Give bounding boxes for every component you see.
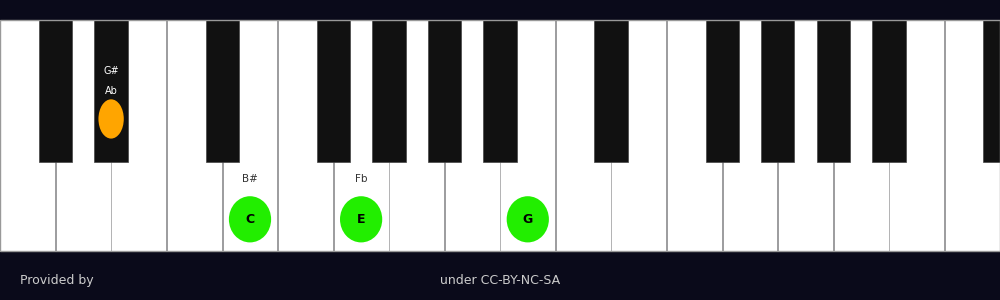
Bar bbox=[0, 261, 1000, 300]
Text: Ab: Ab bbox=[105, 85, 118, 95]
Bar bbox=[611, 20, 666, 250]
Bar bbox=[889, 20, 944, 250]
Bar bbox=[223, 20, 277, 250]
Bar bbox=[0, 20, 55, 250]
Bar bbox=[0, 20, 1000, 250]
Bar bbox=[761, 20, 794, 162]
Bar bbox=[500, 20, 555, 250]
Text: G#: G# bbox=[103, 66, 119, 76]
Bar bbox=[834, 20, 889, 250]
Bar bbox=[111, 20, 166, 250]
Text: E: E bbox=[357, 213, 365, 226]
Bar bbox=[872, 20, 906, 162]
Ellipse shape bbox=[507, 196, 549, 242]
Bar bbox=[706, 20, 739, 162]
Bar bbox=[594, 20, 628, 162]
Bar bbox=[445, 20, 500, 250]
Bar bbox=[317, 20, 350, 162]
Text: B#: B# bbox=[242, 174, 258, 184]
Bar bbox=[167, 20, 222, 250]
Bar bbox=[817, 20, 850, 162]
Bar bbox=[372, 20, 406, 162]
Bar bbox=[206, 20, 239, 162]
Text: Provided by: Provided by bbox=[20, 274, 94, 287]
Bar bbox=[56, 20, 111, 250]
Bar bbox=[556, 20, 611, 250]
Ellipse shape bbox=[98, 99, 124, 139]
Bar bbox=[983, 20, 1000, 162]
Bar bbox=[334, 20, 389, 250]
Bar bbox=[39, 20, 72, 162]
Bar bbox=[428, 20, 461, 162]
Bar bbox=[723, 20, 777, 250]
Text: under CC-BY-NC-SA: under CC-BY-NC-SA bbox=[440, 274, 560, 287]
Text: Fb: Fb bbox=[355, 174, 367, 184]
Bar bbox=[94, 20, 128, 162]
Ellipse shape bbox=[340, 196, 382, 242]
Bar bbox=[483, 20, 517, 162]
Bar bbox=[945, 20, 1000, 250]
Bar bbox=[778, 20, 833, 250]
Text: G: G bbox=[523, 213, 533, 226]
Ellipse shape bbox=[229, 196, 271, 242]
Bar bbox=[667, 20, 722, 250]
Bar bbox=[389, 20, 444, 250]
Bar bbox=[278, 20, 333, 250]
Text: C: C bbox=[245, 213, 255, 226]
